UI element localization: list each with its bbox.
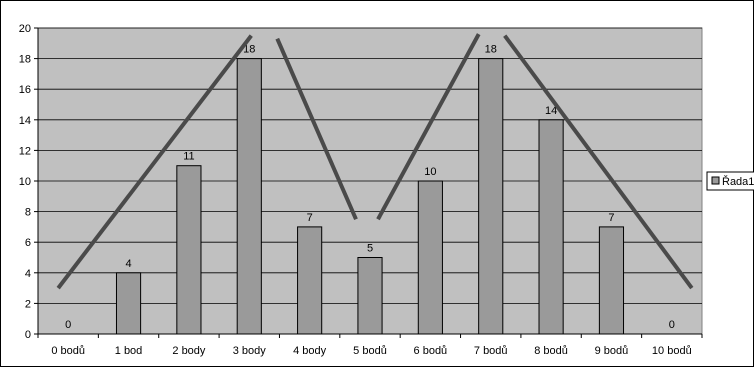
data-label: 4 bbox=[125, 258, 131, 270]
bar bbox=[236, 58, 262, 335]
data-label: 7 bbox=[307, 212, 313, 224]
x-tick-label: 2 body bbox=[172, 345, 206, 357]
x-tick-label: 9 bodů bbox=[595, 345, 629, 357]
bar bbox=[478, 58, 504, 335]
bar bbox=[417, 180, 443, 335]
x-tick-label: 10 bodů bbox=[652, 345, 692, 357]
y-tick-label: 16 bbox=[19, 84, 31, 96]
overlay-line bbox=[56, 34, 253, 290]
x-tick-label: 3 body bbox=[233, 345, 267, 357]
bar bbox=[297, 226, 323, 335]
x-tick-label: 8 bodů bbox=[534, 345, 568, 357]
y-tick-label: 10 bbox=[19, 176, 31, 188]
y-tick-label: 2 bbox=[25, 298, 31, 310]
data-label: 5 bbox=[367, 243, 373, 255]
x-tick-label: 1 bod bbox=[115, 345, 143, 357]
plot-area: 0 2 4 6 8 10 12 14 16 18 20 0 0 bodů 4 1 bod 11 2 body 18… bbox=[19, 23, 703, 357]
y-tick-label: 8 bbox=[25, 207, 31, 219]
data-label: 7 bbox=[608, 212, 614, 224]
x-tick-label: 7 bodů bbox=[474, 345, 508, 357]
legend-swatch bbox=[711, 176, 720, 185]
bar bbox=[115, 272, 142, 335]
bar bbox=[598, 226, 625, 335]
overlay-line bbox=[376, 33, 481, 221]
x-tick-label: 0 bodů bbox=[51, 345, 85, 357]
x-tick-label: 5 bodů bbox=[353, 345, 387, 357]
y-tick-label: 0 bbox=[25, 329, 31, 341]
bar bbox=[176, 165, 202, 335]
legend-label: Řada1 bbox=[722, 175, 754, 188]
overlay-line bbox=[503, 34, 694, 290]
overlay-line bbox=[275, 37, 358, 221]
y-tick-label: 12 bbox=[19, 145, 31, 157]
y-tick-label: 18 bbox=[19, 54, 31, 66]
data-label: 0 bbox=[65, 319, 71, 331]
y-tick-label: 6 bbox=[25, 237, 31, 249]
y-tick-label: 20 bbox=[19, 23, 31, 35]
data-label: 18 bbox=[485, 44, 497, 56]
data-label: 0 bbox=[669, 319, 675, 331]
bar bbox=[357, 257, 383, 335]
y-tick-label: 4 bbox=[25, 268, 31, 280]
data-label: 14 bbox=[545, 105, 557, 117]
data-label: 11 bbox=[183, 151, 194, 163]
x-tick-label: 6 bodů bbox=[414, 345, 448, 357]
x-tick-label: 4 body bbox=[293, 345, 327, 357]
data-label: 10 bbox=[424, 166, 436, 178]
bar bbox=[538, 119, 564, 335]
legend: Řada1 bbox=[706, 171, 754, 191]
y-tick-label: 14 bbox=[19, 115, 31, 127]
data-label: 18 bbox=[243, 44, 255, 56]
